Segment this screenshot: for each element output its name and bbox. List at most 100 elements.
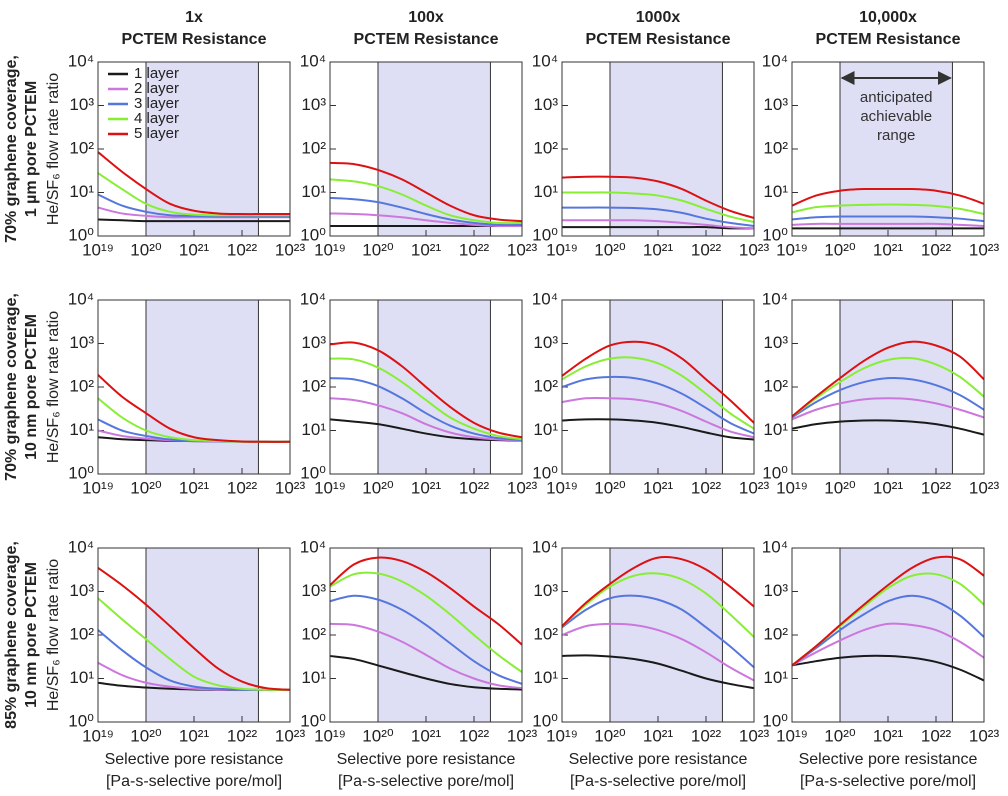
series-line xyxy=(791,376,985,419)
x-axis-label: Selective pore resistance xyxy=(337,751,516,768)
plot-frame xyxy=(791,547,985,723)
series-line xyxy=(791,594,985,667)
y-axis-label: He/SF₆ flow rate ratio xyxy=(45,311,62,463)
column-title: 1x xyxy=(185,9,203,26)
series-line xyxy=(561,396,755,439)
x-tick-label: 10²⁰ xyxy=(130,478,162,497)
series-line xyxy=(329,622,523,690)
plot-frame xyxy=(329,61,523,237)
y-tick-label: 10⁴ xyxy=(68,289,94,308)
y-tick-label: 10¹ xyxy=(69,668,94,687)
x-axis-label: Selective pore resistance xyxy=(105,751,284,768)
series-line xyxy=(329,212,523,228)
series-line xyxy=(561,175,755,219)
y-tick-label: 10¹ xyxy=(533,668,558,687)
series-line xyxy=(791,654,985,682)
x-axis-label: [Pa-s-selective pore/mol] xyxy=(106,773,282,790)
y-tick-label: 10³ xyxy=(301,333,326,352)
x-tick-label: 10¹⁹ xyxy=(82,478,114,497)
column-title: PCTEM Resistance xyxy=(354,31,499,48)
x-tick-label: 10²⁰ xyxy=(130,240,162,259)
shaded-range xyxy=(378,300,491,474)
y-tick-label: 10² xyxy=(301,138,326,157)
series-line xyxy=(97,172,290,217)
column-title: PCTEM Resistance xyxy=(586,31,731,48)
x-axis-label: [Pa-s-selective pore/mol] xyxy=(338,773,514,790)
y-tick-label: 10² xyxy=(69,138,94,157)
y-tick-label: 10¹ xyxy=(763,668,788,687)
y-tick-label: 10⁴ xyxy=(762,537,788,556)
y-tick-label: 10⁰ xyxy=(532,711,558,730)
y-tick-label: 10⁰ xyxy=(68,711,94,730)
series-line xyxy=(561,594,755,669)
series-line xyxy=(791,340,985,418)
y-tick-label: 10¹ xyxy=(301,668,326,687)
y-tick-label: 10¹ xyxy=(301,182,326,201)
x-tick-label: 10²⁰ xyxy=(594,726,626,745)
x-tick-label: 10²⁰ xyxy=(824,478,856,497)
x-tick-label: 10²⁰ xyxy=(362,478,394,497)
legend-label: 3 layer xyxy=(134,95,179,112)
row-label: 85% graphene coverage, xyxy=(3,541,20,729)
y-tick-label: 10⁴ xyxy=(762,51,788,70)
x-tick-label: 10²³ xyxy=(969,478,1000,497)
legend-label: 1 layer xyxy=(134,65,179,82)
x-tick-label: 10¹⁹ xyxy=(776,478,808,497)
shaded-range xyxy=(840,300,953,474)
legend-label: 5 layer xyxy=(134,125,179,142)
plot-frame xyxy=(561,547,755,723)
x-tick-label: 10²⁰ xyxy=(594,478,626,497)
plot-frame xyxy=(561,61,755,237)
plot-frame xyxy=(791,61,985,237)
shaded-range xyxy=(840,62,953,236)
y-tick-label: 10² xyxy=(69,376,94,395)
x-tick-label: 10²¹ xyxy=(873,240,904,259)
y-tick-label: 10¹ xyxy=(533,182,558,201)
x-tick-label: 10²³ xyxy=(275,726,306,745)
y-tick-label: 10⁰ xyxy=(762,711,788,730)
annotation: anticipated achievable range xyxy=(859,89,933,144)
series-line xyxy=(562,219,755,230)
shaded-range xyxy=(840,548,953,722)
x-tick-label: 10¹⁹ xyxy=(82,726,114,745)
x-tick-label: 10²³ xyxy=(275,240,306,259)
x-tick-label: 10²² xyxy=(691,478,722,497)
x-tick-label: 10²⁰ xyxy=(130,726,162,745)
x-tick-label: 10²⁰ xyxy=(824,726,856,745)
row-label: 1 µm pore PCTEM xyxy=(23,81,40,217)
y-tick-label: 10⁴ xyxy=(532,51,558,70)
series-line xyxy=(329,178,523,225)
x-tick-label: 10²¹ xyxy=(411,726,442,745)
x-tick-label: 10²³ xyxy=(507,240,538,259)
x-tick-label: 10¹⁹ xyxy=(546,240,578,259)
y-tick-label: 10¹ xyxy=(763,420,788,439)
series-line xyxy=(791,397,985,421)
x-axis-label: Selective pore resistance xyxy=(569,751,748,768)
y-tick-label: 10² xyxy=(301,624,326,643)
column-title: 10,000x xyxy=(859,9,917,26)
x-tick-label: 10²⁰ xyxy=(362,240,394,259)
x-tick-label: 10¹⁹ xyxy=(776,726,808,745)
column-title: 100x xyxy=(408,9,444,26)
series-line xyxy=(561,340,755,424)
y-tick-label: 10⁰ xyxy=(300,225,326,244)
column-title: 1000x xyxy=(636,9,681,26)
x-tick-label: 10²³ xyxy=(739,726,770,745)
series-line xyxy=(329,357,523,441)
legend-label: 2 layer xyxy=(134,80,179,97)
y-tick-label: 10⁰ xyxy=(68,225,94,244)
x-tick-label: 10²³ xyxy=(507,726,538,745)
x-tick-label: 10²³ xyxy=(739,240,770,259)
y-tick-label: 10³ xyxy=(763,581,788,600)
x-tick-label: 10²⁰ xyxy=(594,240,626,259)
column-title: PCTEM Resistance xyxy=(122,31,267,48)
y-tick-label: 10¹ xyxy=(533,420,558,439)
x-tick-label: 10²² xyxy=(921,726,952,745)
y-tick-label: 10⁴ xyxy=(532,289,558,308)
x-tick-label: 10²² xyxy=(691,726,722,745)
plot-frame xyxy=(329,299,523,475)
series-line xyxy=(561,206,755,227)
x-tick-label: 10²³ xyxy=(969,726,1000,745)
series-line xyxy=(561,375,755,435)
